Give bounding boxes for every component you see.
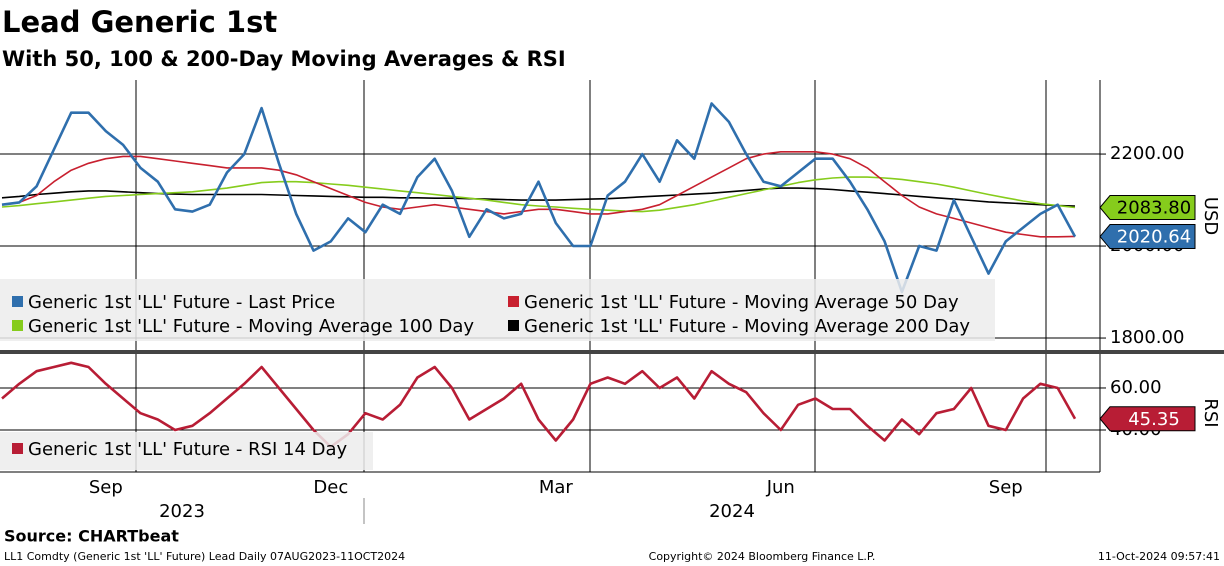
x-tick-label: Sep <box>89 477 123 498</box>
legend-label: Generic 1st 'LL' Future - Last Price <box>28 292 335 313</box>
year-label: 2024 <box>709 501 755 522</box>
value-tag-label: 45.35 <box>1128 409 1180 430</box>
legend-box <box>0 279 995 341</box>
legend-swatch <box>12 296 23 307</box>
y-tick-label: 1800.00 <box>1110 327 1184 348</box>
x-tick-label: Sep <box>989 477 1023 498</box>
value-tag <box>1099 224 1196 250</box>
y-axis-label: RSI <box>1200 398 1221 427</box>
copyright: Copyright© 2024 Bloomberg Finance L.P. <box>649 550 876 563</box>
timestamp: 11-Oct-2024 09:57:41 <box>1098 550 1220 563</box>
legend-label: Generic 1st 'LL' Future - RSI 14 Day <box>28 439 348 460</box>
series-line <box>1 151 1076 238</box>
series-line <box>1 176 1076 213</box>
y-tick-label: 60.00 <box>1110 377 1162 398</box>
value-tag <box>1099 406 1196 432</box>
value-tag-label: 2020.64 <box>1117 227 1191 248</box>
y-tick-label: 2200.00 <box>1110 143 1184 164</box>
legend-swatch <box>508 296 519 307</box>
source: Source: CHARTbeat <box>4 527 179 546</box>
series-line <box>1 361 1077 449</box>
legend-label: Generic 1st 'LL' Future - Moving Average… <box>524 292 959 313</box>
value-tag-label: 2083.80 <box>1117 198 1191 219</box>
series-line <box>1 102 1077 294</box>
y-axis-label: USD <box>1200 197 1221 235</box>
x-tick-label: Dec <box>313 477 348 498</box>
chart-subtitle: With 50, 100 & 200-Day Moving Averages &… <box>2 47 566 71</box>
series-line <box>1 187 1076 207</box>
legend-label: Generic 1st 'LL' Future - Moving Average… <box>524 316 970 337</box>
year-label: 2023 <box>159 501 205 522</box>
legend-swatch <box>12 443 23 454</box>
x-tick-label: Jun <box>766 477 795 498</box>
x-tick-label: Mar <box>539 477 574 498</box>
legend-label: Generic 1st 'LL' Future - Moving Average… <box>28 316 474 337</box>
chart-title: Lead Generic 1st <box>2 5 277 39</box>
legend-swatch <box>508 320 519 331</box>
vertical-grid <box>135 80 1047 472</box>
value-tag <box>1099 195 1196 221</box>
legend-box <box>0 432 373 470</box>
footer-left: LL1 Comdty (Generic 1st 'LL' Future) Lea… <box>4 550 405 563</box>
legend-swatch <box>12 320 23 331</box>
